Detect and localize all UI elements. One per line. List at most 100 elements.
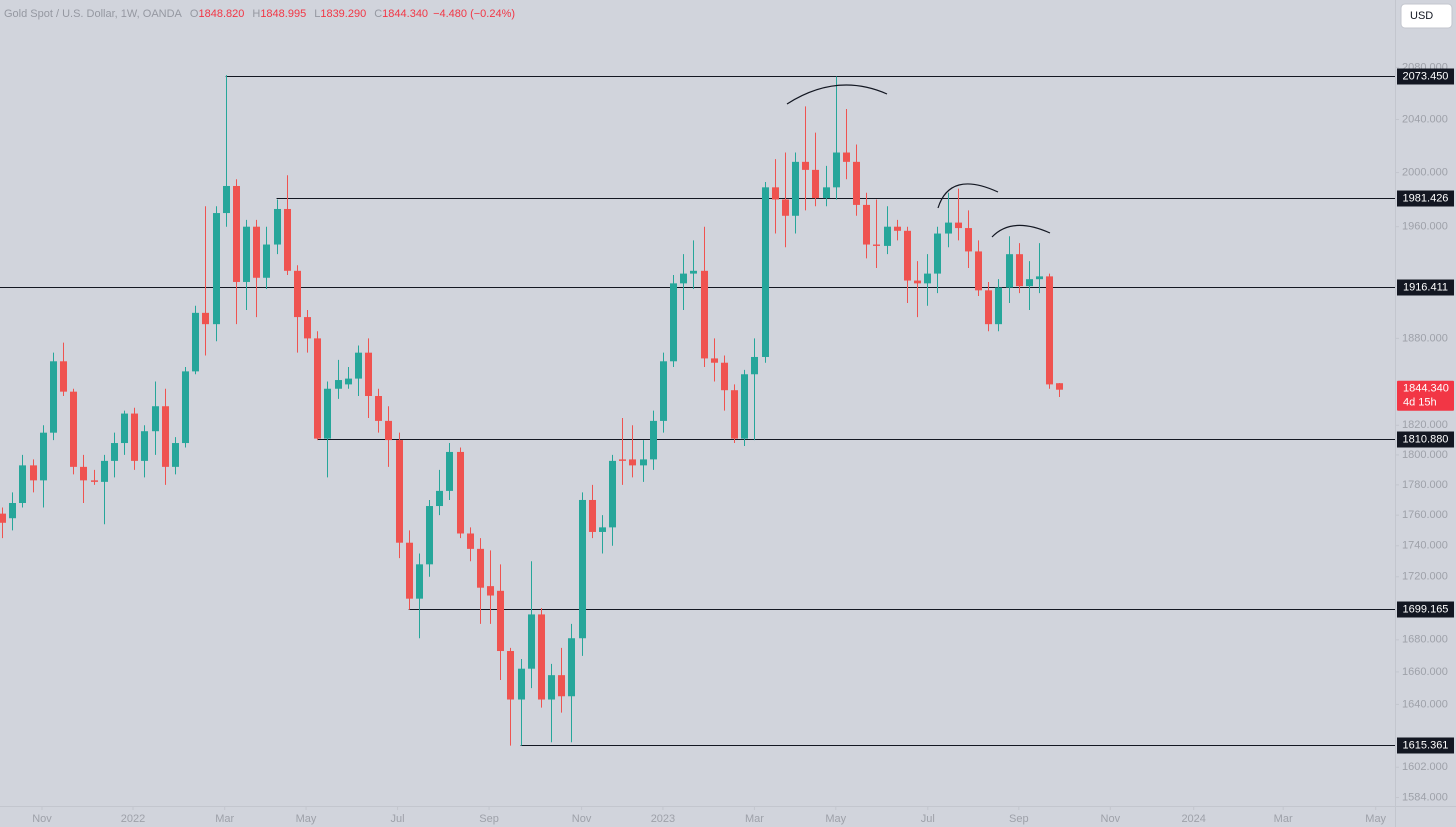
level-label: 1916.411 <box>1403 281 1448 293</box>
ohlc-key: C <box>374 8 382 20</box>
candle-body <box>30 465 37 481</box>
candle-body <box>335 380 342 389</box>
currency-button[interactable] <box>1400 3 1453 29</box>
level-badge <box>1397 279 1454 296</box>
x-tick-label: May <box>296 813 317 825</box>
candle-body <box>833 152 840 188</box>
candle-body <box>884 226 891 246</box>
x-tick-label: Mar <box>745 813 764 825</box>
level-label: 1810.880 <box>1403 433 1449 445</box>
candle-body <box>599 527 606 532</box>
candle-body <box>396 440 403 543</box>
candle-body <box>873 244 880 246</box>
y-tick-label: 1880.000 <box>1402 332 1448 344</box>
x-tick-label: Sep <box>1009 813 1029 825</box>
ohlc-key: L <box>314 8 320 20</box>
candle-body <box>741 374 748 439</box>
candle-body <box>345 378 352 385</box>
candle-body <box>853 161 860 205</box>
candle-body <box>1036 276 1043 280</box>
candle-body <box>680 273 687 284</box>
candle-body <box>670 283 677 362</box>
candle-body <box>660 361 667 421</box>
ohlc-value: 1839.290 <box>320 8 366 20</box>
candle-body <box>263 244 270 278</box>
candle-body <box>50 361 57 433</box>
change: −4.480 (−0.24%) <box>433 8 515 20</box>
candle-body <box>243 226 250 282</box>
x-tick-label: Mar <box>1274 813 1293 825</box>
x-tick-label: May <box>825 813 846 825</box>
candle-body <box>182 371 189 444</box>
candle-body <box>304 317 311 339</box>
y-tick-label: 1584.000 <box>1402 791 1448 803</box>
x-tick-label: 2024 <box>1181 813 1205 825</box>
candle-body <box>426 506 433 565</box>
candle-body <box>274 208 281 245</box>
currency-label[interactable]: USD <box>1410 10 1433 22</box>
candle-body <box>487 586 494 596</box>
candle-body <box>375 396 382 421</box>
candle-body <box>792 161 799 216</box>
candle-body <box>446 451 453 491</box>
candle-body <box>823 187 830 199</box>
candle-body <box>162 406 169 467</box>
arc-drawing <box>937 183 999 209</box>
candle-body <box>762 187 769 357</box>
last-price-badge <box>1397 380 1454 411</box>
candle-body <box>233 185 240 282</box>
x-tick-label: Jul <box>391 813 405 825</box>
candle-body <box>965 228 972 252</box>
countdown: 4d 15h <box>1403 397 1437 409</box>
candle-body <box>131 413 138 461</box>
candle-body <box>579 499 586 639</box>
candle-body <box>1006 254 1013 288</box>
y-tick-label: 1720.000 <box>1402 571 1448 583</box>
candle-body <box>111 443 118 461</box>
candle-body <box>355 352 362 379</box>
candle-body <box>629 459 636 466</box>
level-label: 1981.426 <box>1403 192 1449 204</box>
candle-body <box>904 230 911 281</box>
candle-body <box>406 542 413 599</box>
candle-body <box>721 362 728 391</box>
level-label: 1615.361 <box>1403 739 1449 751</box>
candle-body <box>945 222 952 234</box>
ohlc-key: O <box>190 8 199 20</box>
candle-body <box>9 502 16 519</box>
candle-body <box>1056 383 1063 390</box>
candle-body <box>0 513 6 523</box>
candle-body <box>731 390 738 439</box>
candle-body <box>934 233 941 274</box>
candle-body <box>1046 276 1053 385</box>
ohlc-key: H <box>252 8 260 20</box>
candle-body <box>192 312 199 372</box>
candle-body <box>650 420 657 460</box>
candle-body <box>589 499 596 532</box>
plot <box>0 75 1395 746</box>
y-tick-label: 2040.000 <box>1402 113 1448 125</box>
candle-body <box>548 675 555 700</box>
level-badge <box>1397 737 1454 754</box>
candle-body <box>711 358 718 363</box>
candle-body <box>975 251 982 291</box>
candle-body <box>985 290 992 325</box>
x-tick-label: 2023 <box>651 813 675 825</box>
candle-body <box>507 651 514 700</box>
x-tick-label: Nov <box>572 813 592 825</box>
candle-body <box>812 169 819 199</box>
candle-body <box>701 270 708 359</box>
candle-body <box>914 280 921 284</box>
candle-body <box>141 431 148 461</box>
y-tick-label: 1660.000 <box>1402 666 1448 678</box>
candle-body <box>782 199 789 216</box>
level-badge <box>1397 190 1454 207</box>
candle-body <box>172 443 179 467</box>
candle-body <box>40 432 47 481</box>
candle-body <box>640 459 647 466</box>
candle-body <box>467 533 474 549</box>
candle-body <box>365 352 372 397</box>
x-tick-label: Sep <box>479 813 499 825</box>
